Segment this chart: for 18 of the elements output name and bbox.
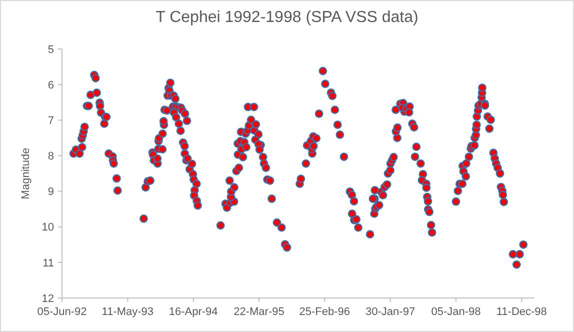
x-tick-label: 22-Mar-95 — [234, 306, 284, 318]
x-tick-label: 11-Dec-98 — [496, 306, 547, 318]
x-tick-label: 11-May-93 — [102, 306, 154, 318]
y-tick-label: 10 — [42, 222, 54, 234]
y-tick-label: 5 — [48, 44, 54, 56]
x-tick-label: 16-Apr-94 — [168, 306, 218, 318]
x-tick-label: 05-Jan-98 — [431, 306, 481, 318]
y-tick-label: 11 — [42, 257, 54, 270]
y-axis-title: Magnitude — [20, 148, 32, 200]
chart-title: T Cephei 1992-1998 (SPA VSS data) — [156, 9, 418, 26]
x-tick-label: 25-Feb-96 — [299, 306, 350, 318]
y-tick-label: 9 — [48, 186, 54, 198]
y-tick-label: 7 — [48, 114, 54, 127]
y-tick-label: 8 — [48, 150, 54, 163]
y-tick-label: 12 — [42, 292, 54, 305]
x-tick-label: 05-Jun-92 — [37, 306, 87, 318]
x-tick-label: 30-Jan-97 — [366, 306, 416, 318]
y-tick-label: 6 — [48, 79, 54, 92]
